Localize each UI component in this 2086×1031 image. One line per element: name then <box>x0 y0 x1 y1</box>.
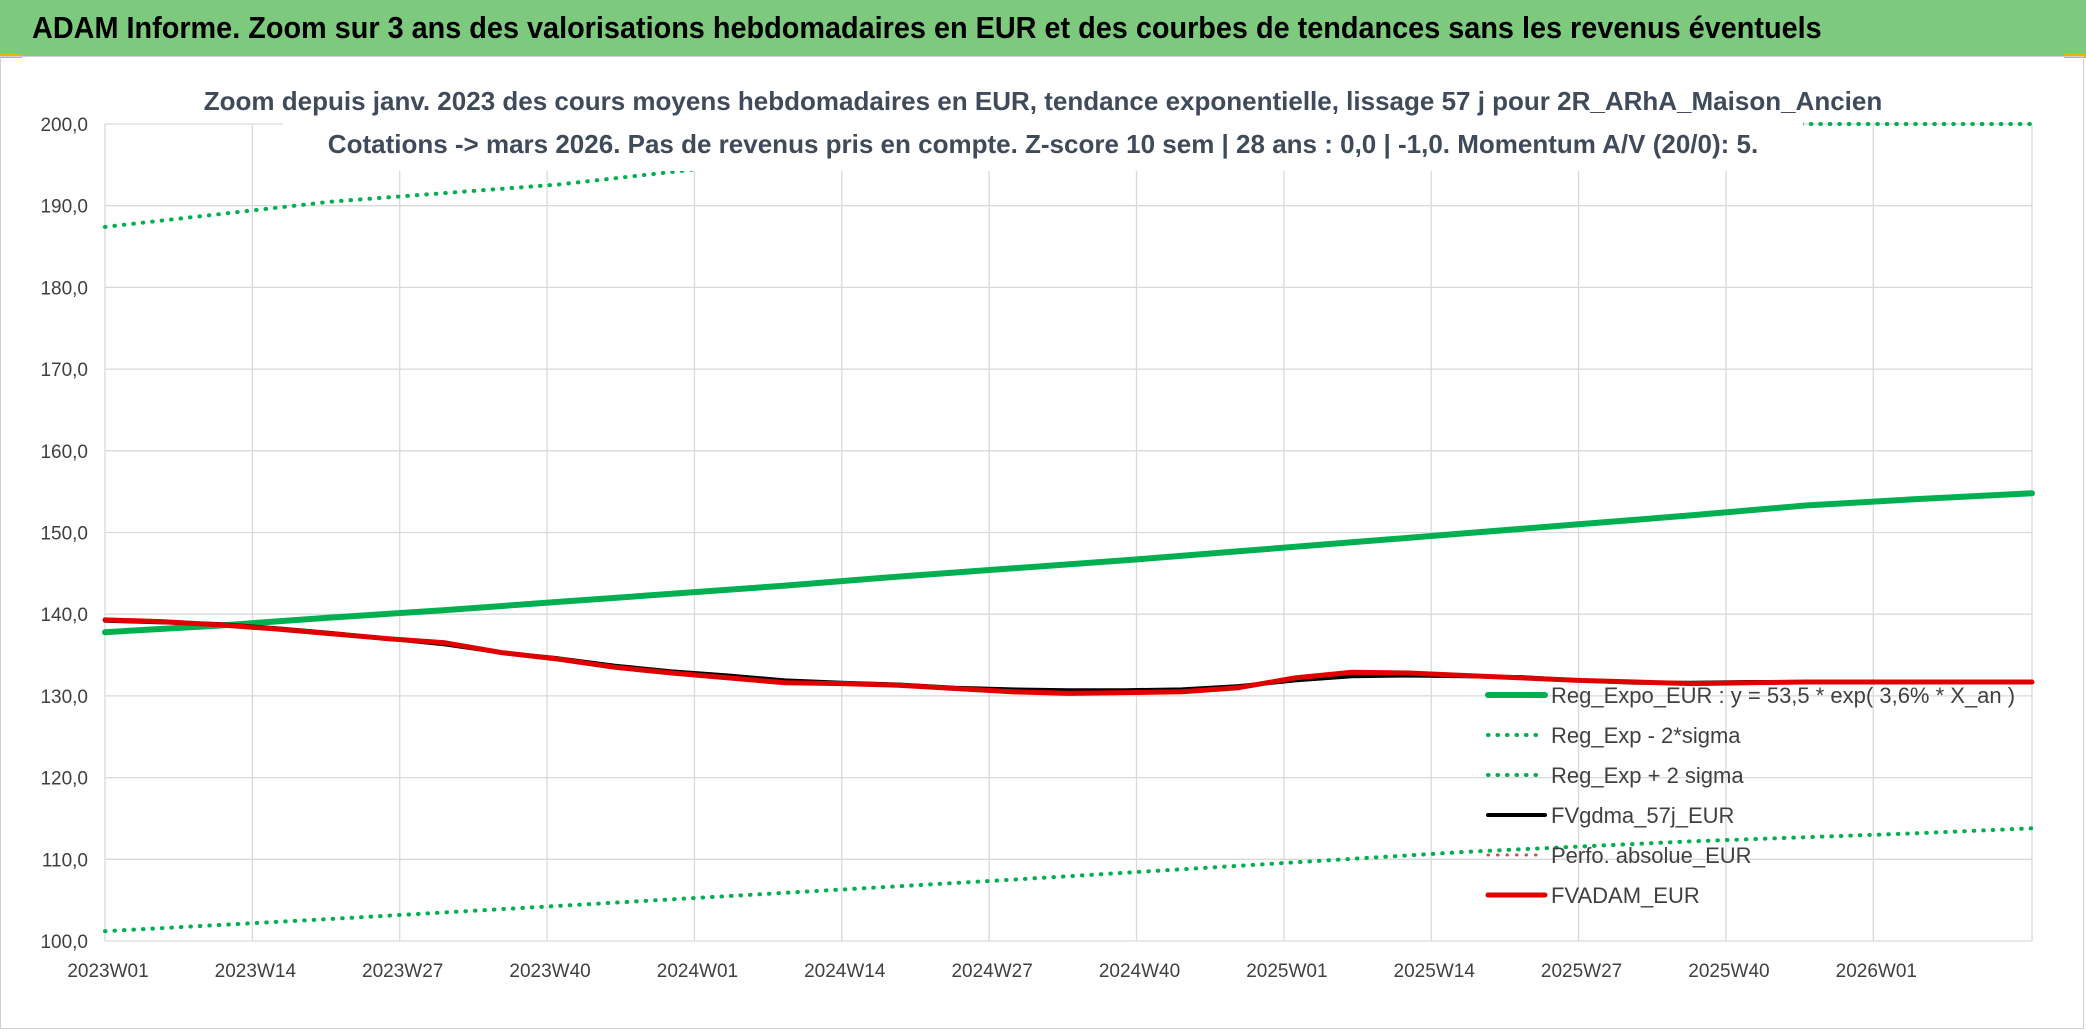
y-tick-label: 150,0 <box>40 524 88 545</box>
y-tick-label: 200,0 <box>40 115 88 136</box>
x-tick-label: 2023W14 <box>215 961 297 982</box>
header-bar: ADAM Informe. Zoom sur 3 ans des valoris… <box>0 0 2086 56</box>
y-tick-label: 180,0 <box>40 278 88 299</box>
legend-label: Reg_Exp + 2 sigma <box>1551 763 1744 788</box>
x-tick-label: 2024W40 <box>1099 961 1180 982</box>
y-tick-label: 190,0 <box>40 197 88 218</box>
y-tick-label: 130,0 <box>40 687 88 708</box>
chart-title-layer: Zoom depuis janv. 2023 des cours moyens … <box>204 81 1882 171</box>
y-axis-tick-labels: 100,0 110,0 120,0 130,0 140,0 150,0 160,0 170,0… <box>40 115 88 953</box>
chart-frame <box>0 56 2084 1029</box>
y-tick-label: 160,0 <box>40 442 88 463</box>
x-tick-label: 2025W40 <box>1688 961 1769 982</box>
chart-title-line2: Cotations -> mars 2026. Pas de revenus p… <box>328 129 1758 159</box>
x-axis-tick-labels: 2023W01 2023W14 2023W27 2023W40 2024W01 2024W… <box>67 961 1917 982</box>
series-line <box>102 490 2035 636</box>
x-tick-label: 2023W40 <box>509 961 590 982</box>
series-line <box>103 826 2034 934</box>
x-tick-label: 2025W01 <box>1246 961 1327 982</box>
chart-title-line1: Zoom depuis janv. 2023 des cours moyens … <box>204 86 1882 116</box>
y-tick-label: 110,0 <box>42 850 88 871</box>
series-line <box>102 617 2035 696</box>
x-tick-label: 2024W01 <box>657 961 738 982</box>
x-tick-label: 2025W14 <box>1394 961 1476 982</box>
x-tick-label: 2023W01 <box>67 961 148 982</box>
legend-label: Reg_Expo_EUR : y = 53,5 * exp( 3,6% * X_… <box>1551 683 2015 708</box>
series-layer <box>102 122 2035 934</box>
x-tick-label: 2026W01 <box>1836 961 1917 982</box>
legend-label: Reg_Exp - 2*sigma <box>1551 723 1741 748</box>
x-tick-label: 2025W27 <box>1541 961 1622 982</box>
series-line <box>103 618 2034 693</box>
legend-label: FVgdma_57j_EUR <box>1551 803 1734 828</box>
y-tick-label: 100,0 <box>40 932 88 953</box>
grid <box>104 123 2033 942</box>
header-title: ADAM Informe. Zoom sur 3 ans des valoris… <box>32 10 1822 45</box>
legend-label: Perfo. absolue_EUR <box>1551 843 1752 868</box>
x-tick-label: 2024W14 <box>804 961 886 982</box>
legend-label: FVADAM_EUR <box>1551 883 1700 908</box>
x-tick-label: 2024W27 <box>951 961 1032 982</box>
y-tick-label: 140,0 <box>40 605 88 626</box>
series-line <box>103 122 2034 229</box>
x-tick-label: 2023W27 <box>362 961 443 982</box>
y-tick-label: 120,0 <box>40 769 88 790</box>
legend: Reg_Expo_EUR : y = 53,5 * exp( 3,6% * X_… <box>1485 683 2015 908</box>
chart-title-background <box>283 81 1803 171</box>
y-tick-label: 170,0 <box>40 360 88 381</box>
